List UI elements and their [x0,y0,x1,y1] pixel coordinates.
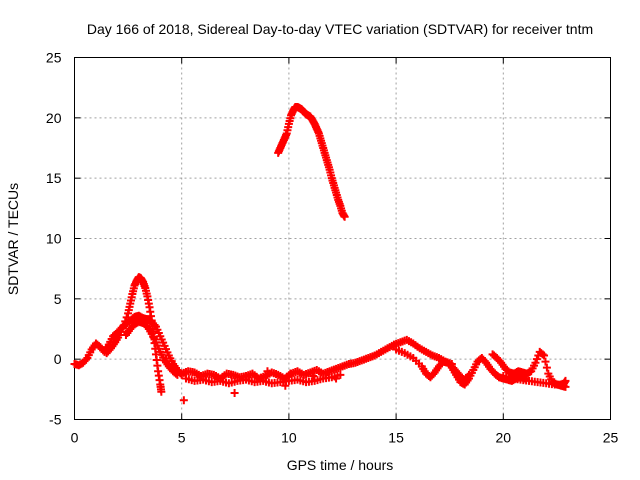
y-axis-label: SDTVAR / TECUs [5,183,21,295]
data-point-marker [230,388,239,397]
x-tick-label: 0 [71,430,79,446]
data-point-marker [281,381,290,390]
y-tick-label: 20 [46,110,62,126]
data-point-marker [336,370,345,379]
series-isolated [179,367,341,405]
y-tick-label: 10 [46,231,62,247]
data-point-marker [541,357,550,366]
data-point-marker [538,350,547,359]
data-points [70,102,570,405]
data-point-marker [309,372,318,381]
x-tick-label: 5 [178,430,186,446]
y-tick-label: 25 [46,50,62,66]
data-point-marker [81,355,90,364]
data-point-marker [561,376,570,385]
data-point-marker [179,396,188,405]
x-tick-label: 25 [603,430,619,446]
x-tick-label: 10 [281,430,297,446]
x-axis-label: GPS time / hours [287,457,394,473]
series-arc-early-low [70,311,186,379]
y-tick-label: 5 [54,291,62,307]
series-arc-late-2 [499,372,570,389]
data-point-marker [150,320,159,329]
data-point-marker [173,370,182,379]
chart-title: Day 166 of 2018, Sidereal Day-to-day VTE… [87,21,593,37]
axis-tick-labels: 0 5 10 15 20 25 -5 0 5 10 15 20 25 [46,50,619,446]
series-arc-daytime-lower [181,370,345,388]
data-point-marker [542,363,551,372]
data-point-marker [332,374,341,383]
axis-ticks [74,57,611,420]
y-tick-label: 0 [54,351,62,367]
x-tick-label: 15 [388,430,404,446]
series-arc-high-midday [274,102,349,221]
data-point-marker [540,351,549,360]
series-arc-early-mid [121,317,182,379]
y-tick-label: 15 [46,170,62,186]
data-point-marker [157,387,166,396]
data-point-marker [286,369,295,378]
data-point-marker [263,367,272,376]
y-tick-label: -5 [49,412,62,428]
series-arc-daytime-band [177,335,456,383]
data-point-marker [340,212,349,221]
x-tick-label: 20 [496,430,512,446]
